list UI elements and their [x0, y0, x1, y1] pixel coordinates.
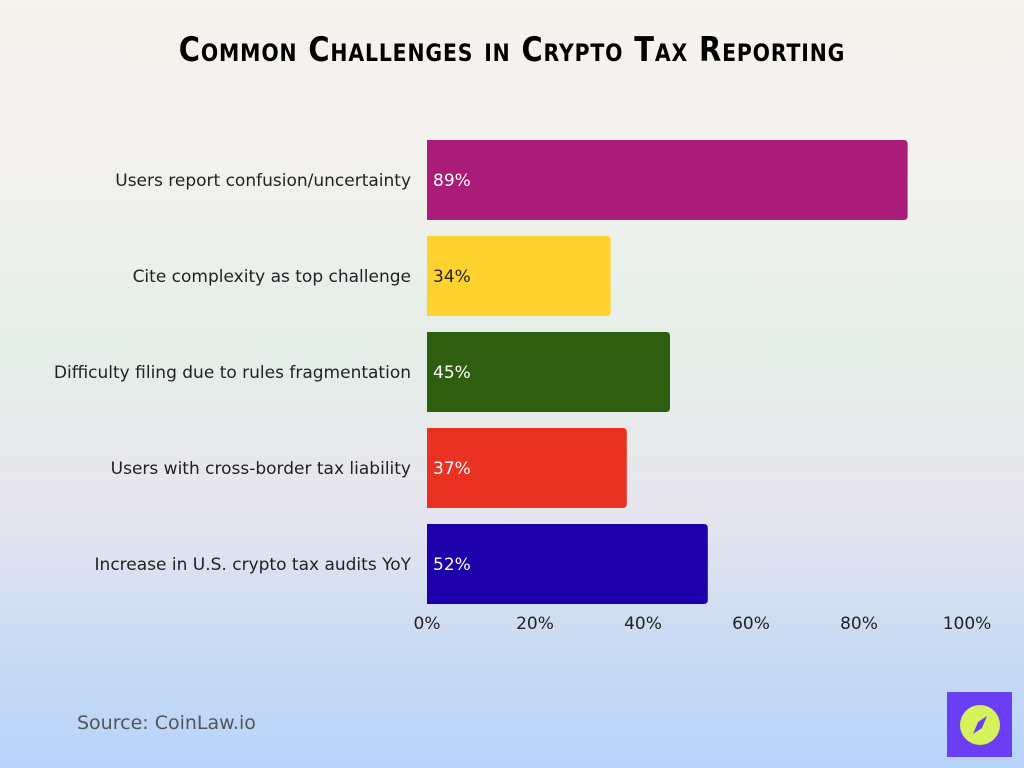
data-label: 34% [433, 267, 471, 287]
data-label: 89% [433, 171, 471, 191]
x-tick-label: 60% [732, 614, 770, 634]
category-label: Difficulty filing due to rules fragmenta… [54, 363, 411, 383]
category-label: Cite complexity as top challenge [133, 267, 411, 287]
compass-icon [960, 705, 1000, 745]
x-tick-label: 20% [516, 614, 554, 634]
bar [427, 140, 908, 220]
category-label: Users report confusion/uncertainty [115, 171, 411, 191]
source-text: Source: CoinLaw.io [77, 712, 256, 734]
data-label: 37% [433, 459, 471, 479]
data-label: 52% [433, 555, 471, 575]
x-tick-label: 100% [943, 614, 992, 634]
x-tick-label: 0% [414, 614, 441, 634]
bar [427, 524, 708, 604]
chart-title: Common Challenges in Crypto Tax Reportin… [178, 30, 846, 70]
bar [427, 332, 670, 412]
category-label: Users with cross-border tax liability [111, 459, 411, 479]
logo [947, 692, 1012, 757]
x-tick-label: 80% [840, 614, 878, 634]
bar [427, 236, 611, 316]
data-label: 45% [433, 363, 471, 383]
bar [427, 428, 627, 508]
x-tick-label: 40% [624, 614, 662, 634]
category-label: Increase in U.S. crypto tax audits YoY [95, 555, 412, 575]
